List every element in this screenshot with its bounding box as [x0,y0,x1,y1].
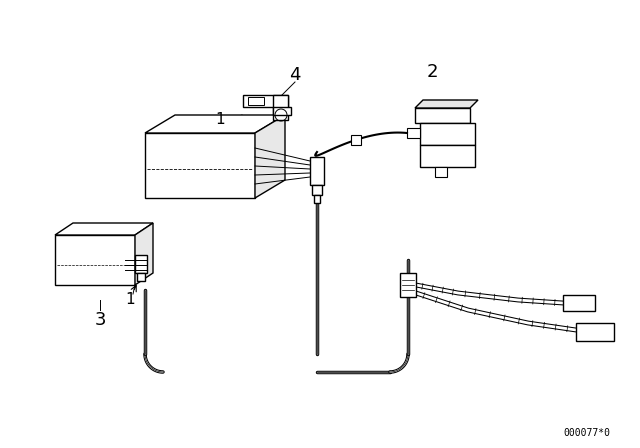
Bar [400,273,416,297]
Bar [273,95,288,120]
Bar [420,123,475,145]
Polygon shape [135,223,153,285]
Bar [135,255,147,273]
Polygon shape [415,100,478,108]
Bar [407,128,420,138]
Text: 4: 4 [289,66,301,84]
Text: 1: 1 [215,112,225,128]
Bar [314,195,320,203]
Polygon shape [255,115,285,198]
Text: 2: 2 [426,63,438,81]
Polygon shape [145,115,285,133]
Bar [415,108,470,123]
Bar [243,95,288,107]
Bar [420,145,475,167]
Bar [435,167,447,177]
Bar [310,157,324,185]
Bar [273,107,291,115]
Bar [312,185,322,195]
Bar [137,273,145,281]
Polygon shape [55,223,153,235]
Bar [351,135,361,145]
Bar [563,295,595,311]
Bar [248,97,264,105]
Text: 3: 3 [94,311,106,329]
Text: 1: 1 [125,293,135,307]
Bar [576,323,614,341]
Text: 000077*0: 000077*0 [563,428,610,438]
